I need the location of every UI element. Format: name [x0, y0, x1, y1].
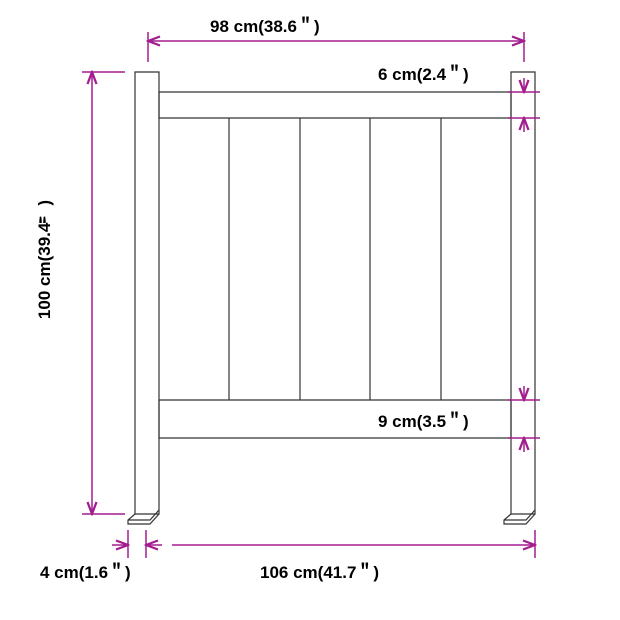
diagram-svg	[0, 0, 620, 620]
diagram-container: 98 cm(38.6＂) 6 cm(2.4＂) 100 cm(39.4＂) 9 …	[0, 0, 620, 620]
product-drawing	[128, 72, 535, 524]
label-top-width: 98 cm(38.6＂)	[210, 12, 320, 37]
label-full-width: 106 cm(41.7＂)	[260, 558, 379, 583]
dimension-lines	[82, 32, 540, 558]
label-bottom-rail: 9 cm(3.5＂)	[378, 407, 469, 432]
label-top-rail: 6 cm(2.4＂)	[378, 60, 469, 85]
label-height: 100 cm(39.4＂)	[32, 200, 57, 319]
label-depth: 4 cm(1.6＂)	[40, 558, 131, 583]
